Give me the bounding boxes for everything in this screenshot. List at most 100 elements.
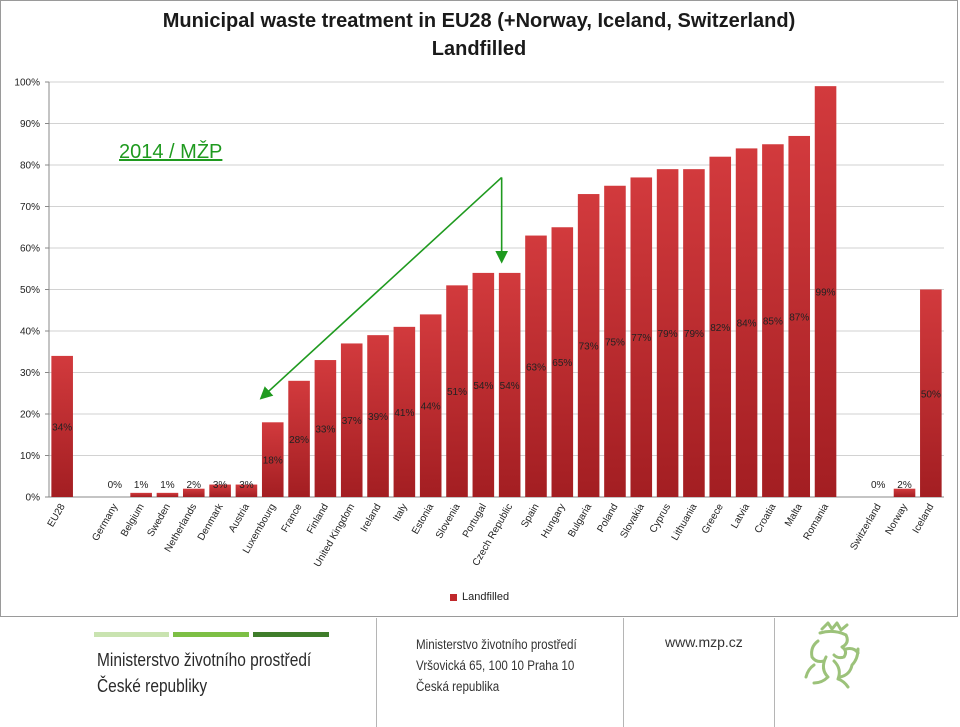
address-line2: Vršovická 65, 100 10 Praha 10 — [416, 658, 575, 673]
x-tick-label: Portugal — [461, 502, 489, 540]
data-label: 51% — [447, 387, 467, 398]
x-tick-label: Hungary — [539, 502, 567, 540]
x-tick-label: Iceland — [911, 502, 937, 535]
y-tick-label: 50% — [20, 285, 40, 296]
data-label: 34% — [52, 422, 72, 433]
x-tick-label: Slovakia — [618, 502, 647, 541]
bar — [604, 185, 626, 497]
y-tick-label: 80% — [20, 161, 40, 172]
footer: Ministerstvo životního prostředí České r… — [0, 618, 960, 727]
data-label: 85% — [763, 317, 783, 328]
x-tick-label: Finland — [305, 502, 331, 536]
y-tick-label: 30% — [20, 368, 40, 379]
y-tick-label: 60% — [20, 244, 40, 255]
data-label: 39% — [368, 412, 388, 423]
bar — [498, 272, 521, 497]
ministry-name-line2: České republiky — [97, 676, 208, 696]
y-tick-label: 70% — [20, 202, 40, 213]
footer-divider — [774, 618, 775, 727]
lion-emblem-icon — [804, 621, 860, 689]
data-label: 28% — [289, 435, 309, 446]
bar — [367, 335, 389, 497]
x-tick-label: Norway — [884, 502, 910, 537]
website-link[interactable]: www.mzp.cz — [665, 634, 743, 650]
data-label: 18% — [263, 456, 283, 467]
data-label: 84% — [737, 319, 757, 330]
y-tick-label: 100% — [14, 78, 40, 89]
x-tick-label: Switzerland — [848, 502, 883, 552]
x-tick-label: Poland — [595, 502, 620, 534]
x-tick-label: Ireland — [359, 502, 384, 534]
x-tick-label: Greece — [700, 502, 726, 536]
bar — [235, 484, 258, 497]
bar — [472, 272, 495, 497]
bar — [446, 285, 468, 497]
legend-label: Landfilled — [462, 591, 510, 603]
y-tick-label: 20% — [20, 410, 40, 421]
bar — [814, 86, 837, 498]
bar — [920, 289, 942, 497]
bar — [709, 156, 732, 497]
annotation-arrow — [259, 176, 503, 400]
x-tick-label: Denmark — [196, 501, 226, 542]
data-label: 44% — [421, 402, 441, 413]
data-label: 99% — [816, 288, 836, 299]
bar — [551, 227, 574, 497]
x-tick-label: Bulgaria — [566, 502, 594, 540]
bar — [182, 488, 205, 497]
footer-divider — [623, 618, 624, 727]
x-tick-label: Malta — [783, 502, 805, 529]
data-label: 75% — [605, 337, 625, 348]
data-label: 41% — [394, 408, 414, 419]
data-label: 2% — [897, 480, 912, 491]
bar — [656, 169, 679, 497]
address-line1: Ministerstvo životního prostředí — [416, 637, 577, 652]
bar — [340, 343, 363, 497]
data-label: 1% — [160, 480, 175, 491]
footer-stripe-dark — [253, 632, 329, 637]
bar — [788, 135, 811, 497]
annotation-label: 2014 / MŽP — [119, 141, 223, 163]
x-tick-label: Latvia — [729, 502, 752, 531]
bar — [288, 380, 310, 497]
data-label: 82% — [710, 323, 730, 334]
data-label: 2% — [187, 480, 202, 491]
data-label: 87% — [789, 312, 809, 323]
data-label: 77% — [631, 333, 651, 344]
data-label: 1% — [134, 480, 149, 491]
chart-subtitle: Landfilled — [431, 38, 527, 60]
data-label: 0% — [108, 480, 123, 491]
bar — [683, 169, 705, 497]
data-label: 50% — [921, 389, 941, 400]
chart-title: Municipal waste treatment in EU28 (+Norw… — [162, 10, 796, 32]
x-tick-label: Sweden — [145, 502, 173, 539]
x-tick-label: Belgium — [119, 502, 147, 539]
bar — [130, 492, 152, 497]
x-tick-label: Romania — [802, 502, 832, 543]
data-label: 79% — [684, 329, 704, 340]
footer-stripe-medium — [173, 632, 249, 637]
y-tick-label: 0% — [26, 493, 41, 504]
chart-legend: Landfilled — [450, 591, 509, 603]
bar — [630, 177, 653, 497]
bar — [735, 148, 758, 497]
bar — [156, 492, 179, 497]
ministry-name-line1: Ministerstvo životního prostředí — [97, 650, 312, 670]
x-tick-label: Slovenia — [434, 502, 463, 541]
bar — [893, 488, 916, 497]
bar — [577, 194, 600, 498]
data-label: 3% — [213, 480, 228, 491]
data-label: 79% — [658, 329, 678, 340]
x-tick-label: Croatia — [753, 502, 779, 536]
data-label: 65% — [552, 358, 572, 369]
data-label: 0% — [871, 480, 886, 491]
x-tick-label: Lithuania — [670, 502, 700, 543]
x-tick-label: Cyprus — [648, 502, 673, 535]
ministry-name: Ministerstvo životního prostředí České r… — [97, 647, 311, 699]
bar-chart: 0% 10% 20% 30% 40% 50% 60% 70% 80% 90% 100% 34% EU28… — [14, 78, 944, 569]
data-label: 54% — [473, 381, 493, 392]
bar — [51, 355, 73, 497]
legend-swatch — [450, 593, 457, 601]
bar — [762, 144, 784, 497]
data-label: 73% — [579, 342, 599, 353]
